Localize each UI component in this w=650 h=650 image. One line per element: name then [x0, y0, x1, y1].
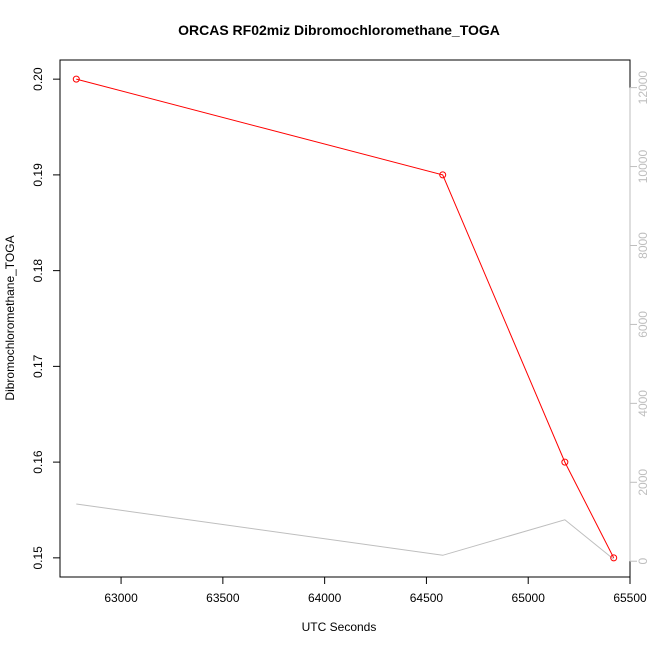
data-point [72, 75, 80, 83]
series-layer [72, 75, 618, 562]
plot-frame [59, 59, 631, 578]
chart-title: ORCAS RF02miz Dibromochloromethane_TOGA [178, 22, 500, 38]
x-tick-label: 63500 [206, 591, 240, 605]
x-tick-label: 65500 [613, 591, 647, 605]
y-axis-right: 0 2000 4000 6000 8000 10000 12000 [629, 71, 650, 565]
y-tick-label: 0.20 [31, 67, 45, 91]
data-point [561, 458, 569, 466]
y-tick-label: 0.16 [31, 450, 45, 474]
y-tick-label: 0.17 [31, 354, 45, 378]
x-tick-label: 64000 [308, 591, 342, 605]
y-tick-label: 0.15 [31, 546, 45, 570]
y2-tick-label: 10000 [636, 150, 650, 184]
y-tick-label: 0.18 [31, 259, 45, 283]
y2-tick-label: 4000 [636, 390, 650, 417]
y2-tick-label: 0 [636, 558, 650, 565]
y2-tick-label: 12000 [636, 71, 650, 105]
series-line-right-axis [76, 503, 615, 560]
x-tick-label: 65000 [512, 591, 546, 605]
x-tick-label: 64500 [410, 591, 444, 605]
x-axis-label: UTC Seconds [302, 620, 377, 634]
y2-tick-label: 8000 [636, 232, 650, 259]
y2-tick-label: 6000 [636, 311, 650, 338]
y-tick-label: 0.19 [31, 163, 45, 187]
y2-tick-label: 2000 [636, 469, 650, 496]
series-line-left-axis [76, 78, 615, 559]
x-axis: 63000 63500 64000 64500 65000 65500 [104, 576, 647, 605]
y-axis-left: 0.15 0.16 0.17 0.18 0.19 0.20 [31, 67, 61, 570]
data-point [610, 554, 618, 562]
data-point [439, 171, 447, 179]
y-axis-label: Dibromochloromethane_TOGA [3, 235, 17, 400]
x-tick-label: 63000 [104, 591, 138, 605]
